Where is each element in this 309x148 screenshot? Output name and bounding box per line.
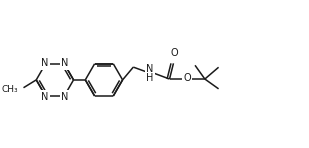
Text: O: O [171, 48, 178, 58]
Text: N: N [41, 58, 49, 68]
Text: CH₃: CH₃ [2, 85, 19, 94]
Text: N: N [61, 91, 68, 102]
Text: N
H: N H [146, 63, 154, 83]
Text: N: N [61, 58, 68, 68]
Text: N: N [41, 91, 49, 102]
Text: O: O [183, 73, 191, 83]
